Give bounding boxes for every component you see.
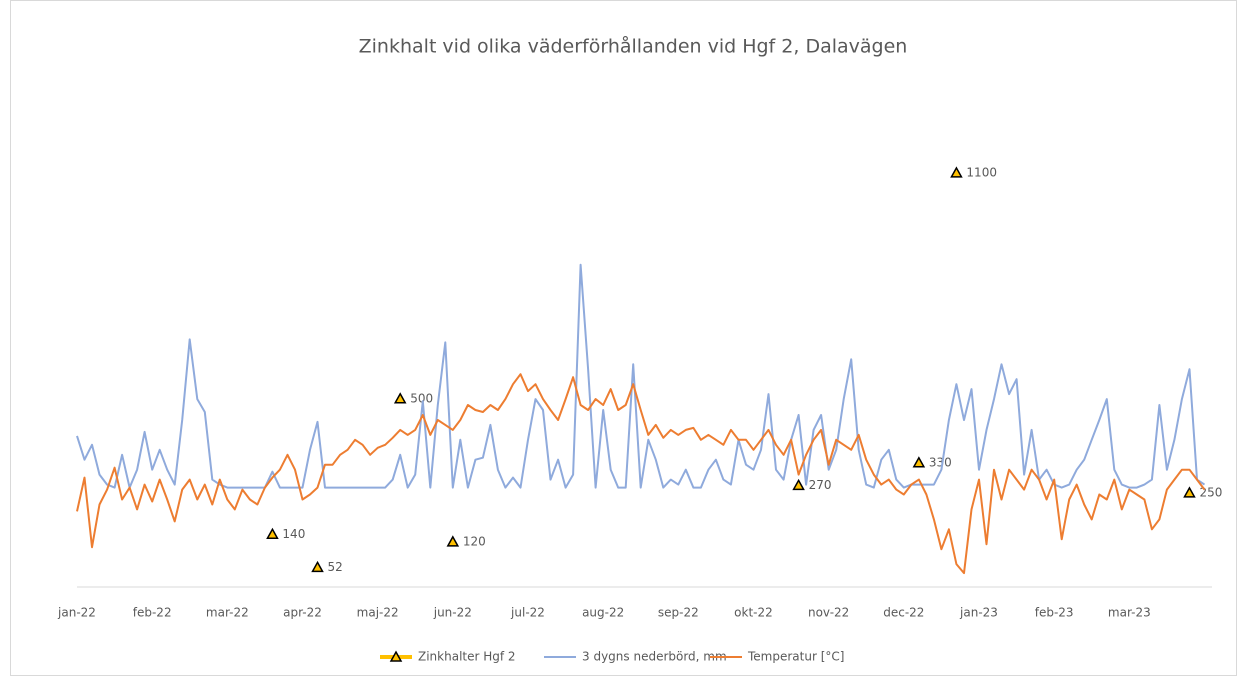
x-tick-label: okt-22 <box>734 606 773 620</box>
zinc-marker <box>1183 486 1196 498</box>
chart-border <box>10 0 1237 676</box>
zinc-marker <box>446 535 460 547</box>
legend-marker <box>389 650 403 662</box>
x-tick-label: nov-22 <box>808 606 849 620</box>
zinc-marker <box>950 166 963 178</box>
legend-label: Zinkhalter Hgf 2 <box>418 650 516 664</box>
zinc-marker <box>393 392 407 404</box>
data-label: 270 <box>809 478 832 492</box>
chart-title: Zinkhalt vid olika väderförhållanden vid… <box>359 35 908 58</box>
data-label: 330 <box>929 455 952 469</box>
x-tick-label: feb-23 <box>1035 606 1074 620</box>
x-tick-label: dec-22 <box>883 606 924 620</box>
x-tick-label: maj-22 <box>357 606 399 620</box>
x-tick-label: jun-22 <box>433 606 472 620</box>
data-label: 140 <box>282 527 305 541</box>
x-tick-label: feb-22 <box>133 606 172 620</box>
x-tick-label: apr-22 <box>283 606 322 620</box>
data-label: 500 <box>410 391 433 405</box>
zinc-marker <box>912 456 926 468</box>
legend-label: Temperatur [°C] <box>747 650 844 664</box>
x-tick-label: aug-22 <box>582 606 624 620</box>
x-tick-label: mar-22 <box>206 606 249 620</box>
x-tick-label: jul-22 <box>510 606 545 620</box>
x-tick-label: sep-22 <box>658 606 699 620</box>
zinc-marker <box>792 478 805 491</box>
data-label: 1100 <box>966 165 997 179</box>
zinc-marker <box>311 560 324 573</box>
data-label: 120 <box>463 534 486 548</box>
x-tick-label: mar-23 <box>1108 606 1151 620</box>
data-label: 52 <box>328 560 343 574</box>
zinc-marker <box>266 527 279 540</box>
series-line <box>76 373 1206 575</box>
x-tick-label: jan-23 <box>959 606 998 620</box>
x-tick-label: jan-22 <box>57 606 96 620</box>
legend-label: 3 dygns nederbörd, mm <box>582 650 727 664</box>
